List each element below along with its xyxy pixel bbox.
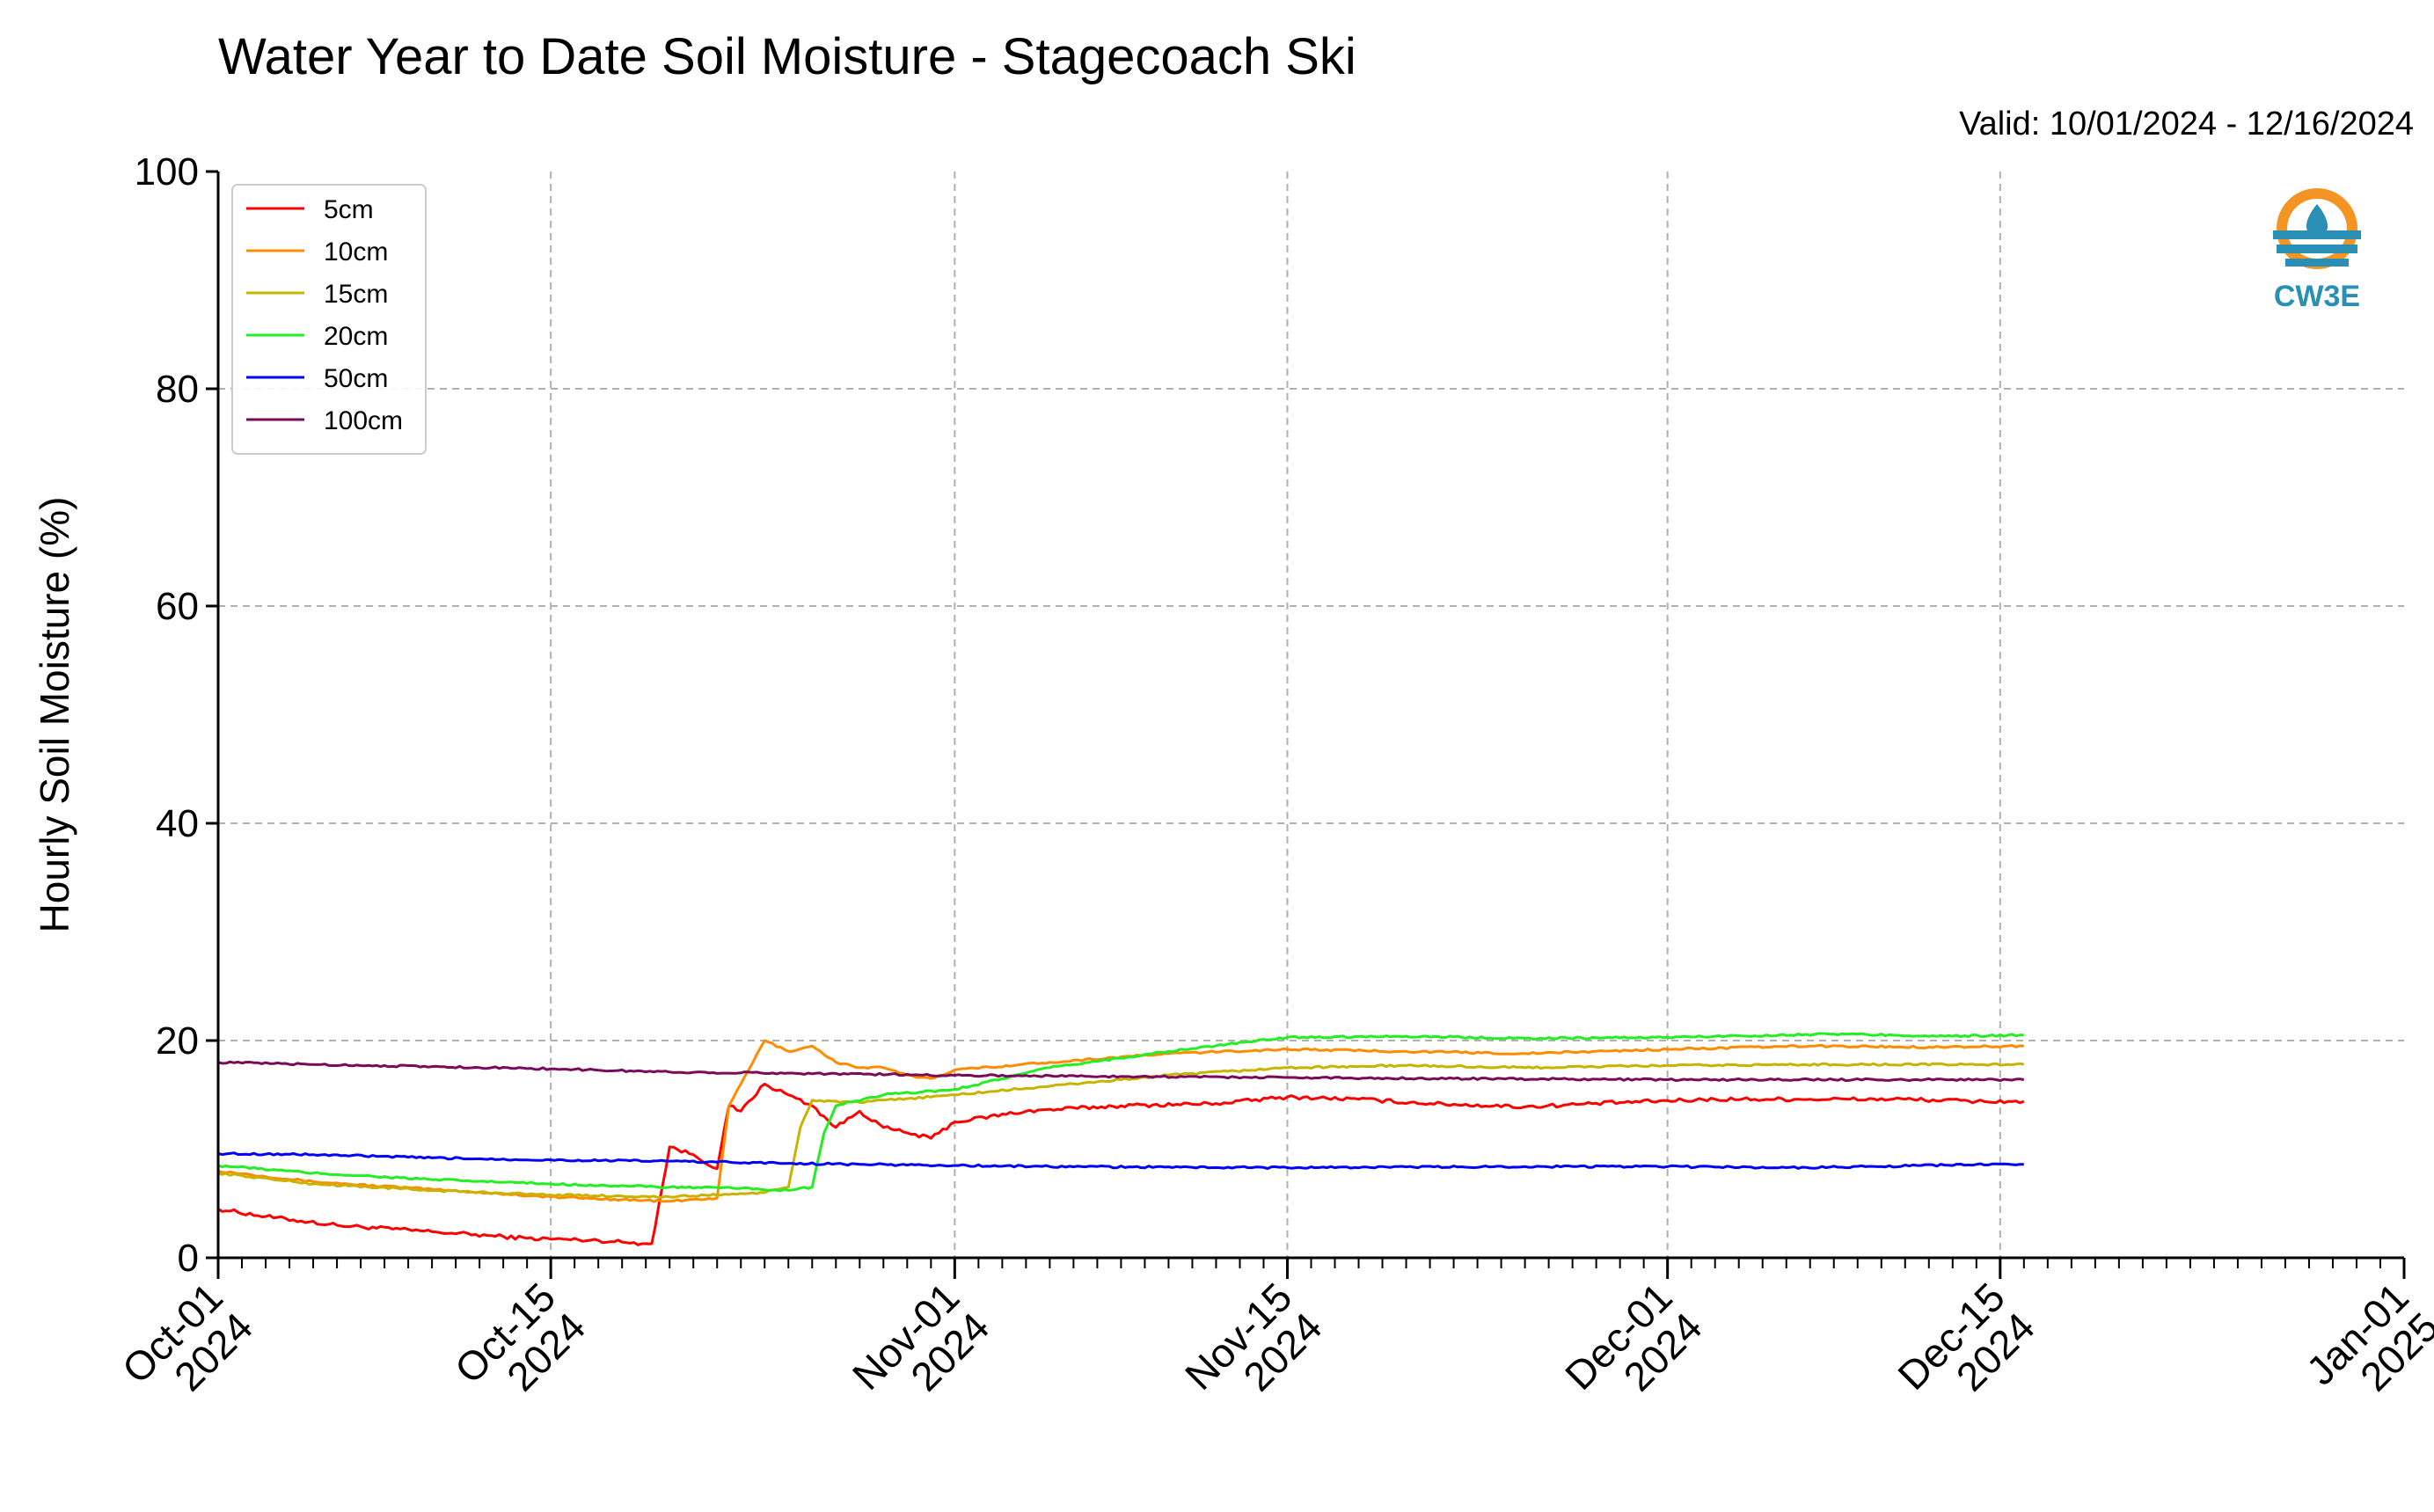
legend-label-100cm: 100cm	[324, 406, 403, 435]
logo-text: CW3E	[2274, 280, 2360, 313]
series-line-100cm	[217, 1060, 2025, 1083]
y-tick-label: 60	[156, 585, 199, 628]
chart-title: Water Year to Date Soil Moisture - Stage…	[218, 28, 1356, 85]
chart-subtitle: Valid: 10/01/2024 - 12/16/2024	[1959, 106, 2414, 142]
grid-layer	[218, 172, 2404, 1258]
legend-label-15cm: 15cm	[324, 280, 388, 309]
y-tick-label: 100	[135, 150, 199, 194]
y-axis-label: Hourly Soil Moisture (%)	[32, 497, 77, 933]
cw3e-logo: CW3E	[2273, 188, 2361, 313]
logo-drop-icon	[2306, 204, 2328, 236]
y-tick-label: 0	[178, 1237, 199, 1280]
series-line-10cm	[217, 1039, 2024, 1203]
legend-label-50cm: 50cm	[324, 364, 388, 393]
y-tick-label: 20	[156, 1019, 199, 1063]
legend: 5cm 10cm 15cm 20cm 50cm 100cm	[231, 184, 427, 455]
series-line-15cm	[217, 1062, 2025, 1199]
y-axis-label-group: Hourly Soil Moisture (%)	[32, 497, 77, 933]
series-layer	[217, 1032, 2025, 1246]
logo-wave-3	[2285, 259, 2349, 267]
logo-wave-2	[2277, 245, 2357, 253]
legend-label-20cm: 20cm	[324, 322, 388, 351]
y-tick-label: 40	[156, 802, 199, 845]
y-tick-label: 80	[156, 368, 199, 411]
legend-label-10cm: 10cm	[324, 237, 388, 267]
legend-label-5cm: 5cm	[324, 195, 374, 224]
series-line-20cm	[217, 1032, 2024, 1193]
series-line-5cm	[217, 1082, 2025, 1246]
series-line-50cm	[217, 1151, 2024, 1170]
